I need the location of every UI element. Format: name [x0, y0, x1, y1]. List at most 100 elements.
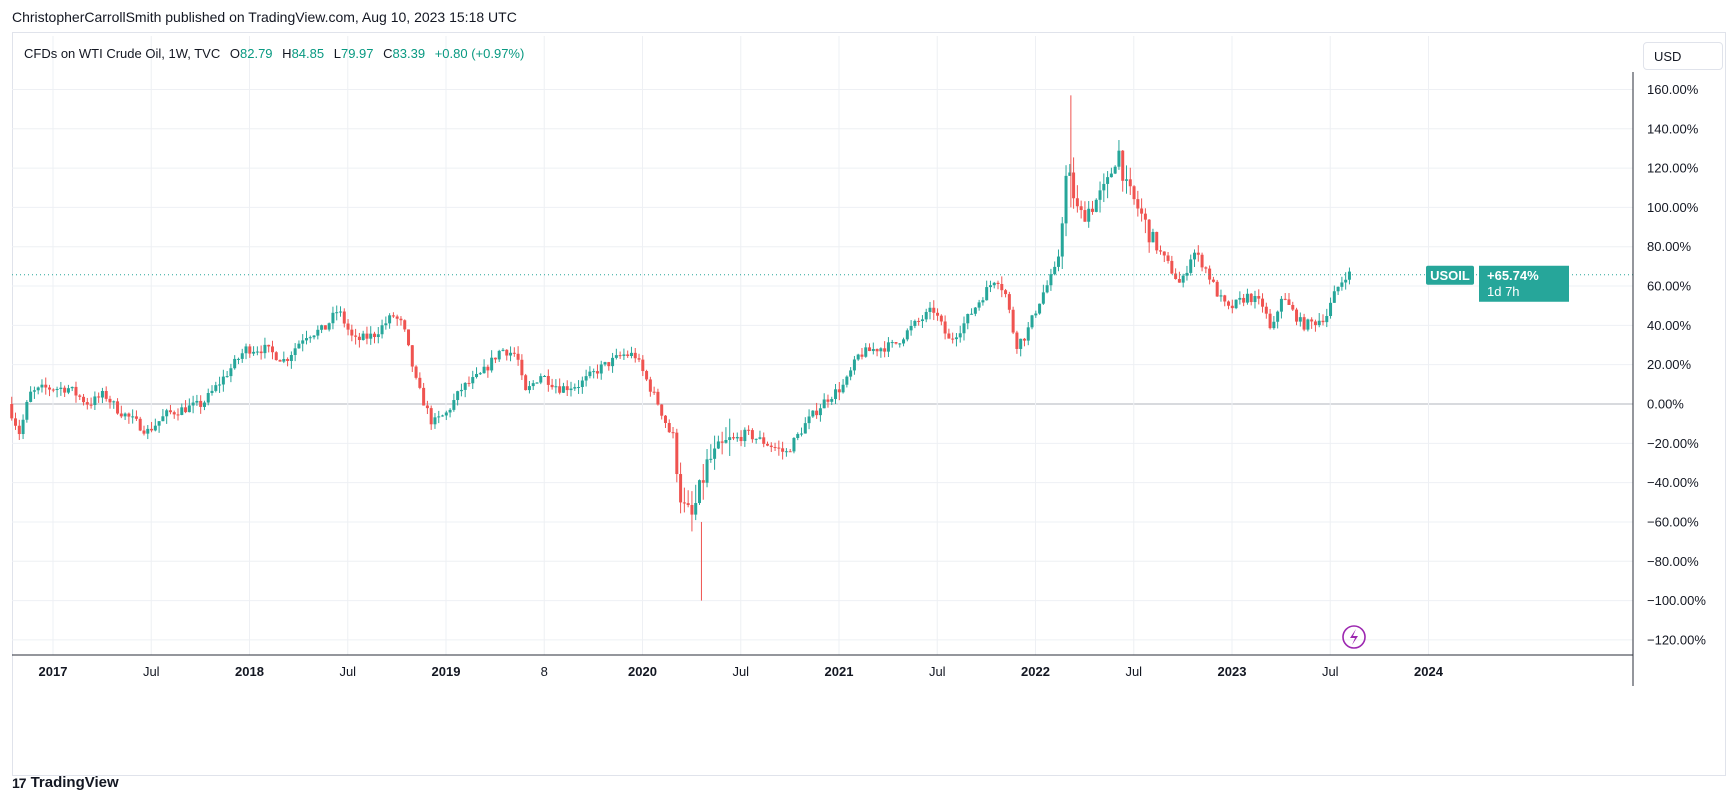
candle-body: [202, 402, 206, 407]
candle-body: [497, 350, 501, 360]
candle-body: [180, 407, 184, 415]
candle-body: [1238, 297, 1242, 300]
candle-body: [448, 409, 452, 413]
currency-button[interactable]: USD: [1643, 42, 1723, 70]
candle-body: [561, 386, 565, 393]
candle-body: [501, 349, 505, 351]
candle-body: [758, 437, 762, 439]
candle-body: [818, 408, 822, 416]
candle-body: [679, 474, 683, 503]
candle-body: [206, 393, 210, 403]
candle-body: [1313, 321, 1317, 326]
candle-body: [1283, 298, 1287, 300]
candle-body: [1317, 320, 1321, 326]
candle-body: [705, 459, 709, 483]
candle-body: [85, 402, 89, 405]
candle-body: [731, 437, 735, 439]
candle-body: [633, 352, 637, 359]
symbol-title[interactable]: CFDs on WTI Crude Oil, 1W, TVC: [24, 46, 221, 61]
candle-body: [1011, 309, 1015, 333]
candle-body: [486, 366, 490, 371]
candle-body: [308, 337, 312, 339]
y-tick-label: 60.00%: [1647, 279, 1692, 294]
candle-body: [1053, 266, 1057, 275]
candle-body: [845, 376, 849, 385]
candle-body: [176, 414, 180, 416]
candle-body: [1325, 316, 1329, 323]
candle-body: [1045, 285, 1049, 293]
price-tag-countdown: 1d 7h: [1487, 284, 1520, 299]
candle-body: [1143, 213, 1147, 220]
candle-body: [422, 387, 426, 406]
tradingview-logo-icon: 17: [12, 774, 27, 791]
candle-body: [928, 307, 932, 312]
close-value: 83.39: [392, 46, 426, 61]
candle-body: [218, 384, 222, 386]
footer-brand[interactable]: 17 TradingView: [12, 774, 119, 791]
candle-body: [834, 389, 838, 400]
candle-body: [565, 386, 569, 391]
candle-body: [1128, 179, 1132, 187]
y-tick-label: 20.00%: [1647, 357, 1692, 372]
candle-body: [17, 425, 21, 435]
candle-body: [527, 386, 531, 391]
candle-body: [716, 441, 720, 449]
candle-body: [1174, 273, 1178, 280]
lightning-alert-icon[interactable]: [1342, 625, 1366, 649]
candle-body: [1230, 305, 1234, 309]
candle-body: [82, 396, 86, 403]
candle-body: [781, 448, 785, 452]
candle-body: [1189, 259, 1193, 273]
candle-body: [274, 352, 278, 361]
candle-body: [410, 345, 414, 367]
candle-body: [535, 382, 539, 384]
candle-body: [652, 391, 656, 393]
candle-body: [233, 358, 237, 369]
candle-body: [1098, 190, 1102, 200]
candle-body: [199, 400, 203, 407]
x-tick-label: 2017: [39, 664, 68, 679]
symbol-legend: CFDs on WTI Crude Oil, 1W, TVC O82.79 H8…: [24, 46, 524, 61]
candle-body: [682, 502, 686, 504]
candle-body: [1344, 279, 1348, 283]
candle-body: [618, 355, 622, 357]
candle-body: [1015, 332, 1019, 349]
candle-body: [236, 358, 240, 360]
candle-body: [1185, 272, 1189, 276]
candle-body: [225, 376, 229, 378]
candle-body: [146, 428, 150, 434]
symbol-tag: [1426, 265, 1474, 285]
candle-body: [51, 389, 55, 391]
candle-body: [304, 338, 308, 341]
candle-body: [153, 425, 157, 431]
candle-body: [55, 388, 59, 390]
candle-body: [1075, 198, 1079, 207]
candle-body: [849, 370, 853, 377]
candle-body: [116, 401, 120, 414]
candle-body: [531, 383, 535, 387]
candle-body: [301, 340, 305, 344]
x-tick-label: 2024: [1414, 664, 1444, 679]
candle-body: [376, 334, 380, 338]
candle-body: [493, 357, 497, 360]
candle-body: [1166, 255, 1170, 261]
candle-body: [1177, 279, 1181, 283]
candle-body: [1200, 254, 1204, 268]
candle-body: [312, 335, 316, 338]
candle-body: [1113, 166, 1117, 174]
candle-body: [629, 352, 633, 356]
candle-body: [962, 323, 966, 334]
candle-body: [1068, 172, 1072, 176]
candle-body: [267, 344, 271, 347]
price-axis: 160.00% 140.00% 120.00% 100.00% 80.00% 60.00%…: [1632, 72, 1706, 686]
candle-body: [210, 390, 214, 394]
candle-body: [985, 287, 989, 301]
candle-body: [1336, 286, 1340, 292]
candle-body: [323, 325, 327, 330]
candle-body: [1287, 299, 1291, 305]
candle-body: [327, 323, 331, 330]
candle-body: [856, 354, 860, 360]
low-value: 79.97: [340, 46, 374, 61]
candle-body: [1049, 274, 1053, 286]
